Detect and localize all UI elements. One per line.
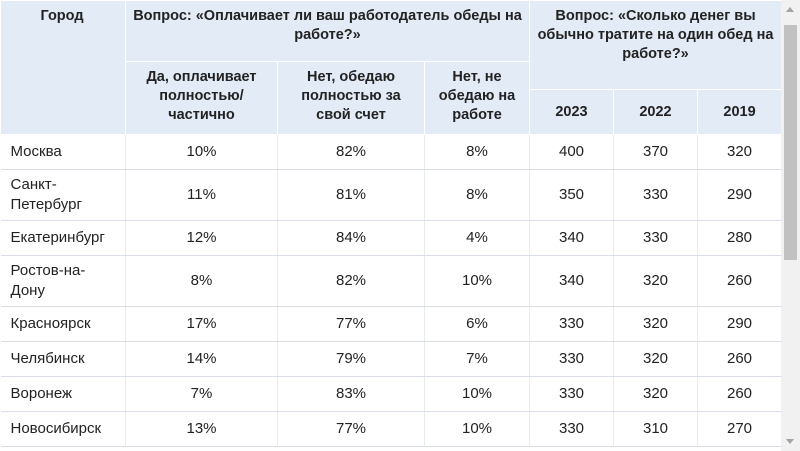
cell-paid-own: 83% <box>277 376 425 412</box>
cell-city: Челябинск <box>0 341 126 377</box>
cell-no-lunch: 10% <box>424 411 530 447</box>
cell-city: Санкт-Петербург <box>0 169 126 221</box>
cell-2019: 260 <box>697 341 781 377</box>
cell-2023: 330 <box>529 306 614 342</box>
cell-2022: 320 <box>613 255 698 307</box>
cell-paid-yes: 13% <box>125 411 278 447</box>
vertical-scrollbar[interactable] <box>781 0 800 451</box>
cell-2023: 340 <box>529 255 614 307</box>
cell-2022: 320 <box>613 306 698 342</box>
cell-2023: 350 <box>529 169 614 221</box>
cell-2019: 320 <box>697 134 781 170</box>
cell-paid-own: 77% <box>277 306 425 342</box>
header-year-2023: 2023 <box>529 89 614 135</box>
cell-city: Красноярск <box>0 306 126 342</box>
cell-2019: 290 <box>697 169 781 221</box>
cell-paid-yes: 17% <box>125 306 278 342</box>
cell-no-lunch: 8% <box>424 169 530 221</box>
survey-table-container[interactable]: Город Вопрос: «Оплачивает ли ваш работод… <box>0 0 781 451</box>
cell-2022: 330 <box>613 220 698 256</box>
header-question-spend: Вопрос: «Сколько денег вы обычно тратите… <box>528 0 781 90</box>
cell-city: Ростов-на-Дону <box>0 255 126 307</box>
cell-paid-own: 81% <box>277 169 425 221</box>
cell-2023: 400 <box>529 134 614 170</box>
table-row: Москва 10% 82% 8% 400 370 320 <box>0 134 781 170</box>
cell-paid-yes: 11% <box>125 169 278 221</box>
table-row: Екатеринбург 12% 84% 4% 340 330 280 <box>0 220 781 256</box>
scroll-down-arrow-icon[interactable] <box>786 439 794 444</box>
cell-no-lunch: 4% <box>424 220 530 256</box>
cell-city: Новосибирск <box>0 411 126 447</box>
cell-paid-yes: 14% <box>125 341 278 377</box>
cell-2019: 290 <box>697 306 781 342</box>
cell-2019: 270 <box>697 411 781 447</box>
cell-2022: 370 <box>613 134 698 170</box>
header-city: Город <box>0 0 126 135</box>
cell-no-lunch: 10% <box>424 255 530 307</box>
cell-paid-yes: 10% <box>125 134 278 170</box>
cell-no-lunch: 10% <box>424 376 530 412</box>
cell-2022: 330 <box>613 169 698 221</box>
header-paid-own: Нет, обедаю полностью за свой счет <box>277 61 425 135</box>
survey-table: Город Вопрос: «Оплачивает ли ваш работод… <box>0 0 781 447</box>
table-row: Воронеж 7% 83% 10% 330 320 260 <box>0 376 781 412</box>
cell-paid-own: 82% <box>277 134 425 170</box>
cell-2023: 330 <box>529 341 614 377</box>
cell-no-lunch: 6% <box>424 306 530 342</box>
header-year-2019: 2019 <box>696 89 781 135</box>
cell-city: Екатеринбург <box>0 220 126 256</box>
cell-2023: 340 <box>529 220 614 256</box>
cell-paid-own: 82% <box>277 255 425 307</box>
table-row: Ростов-на-Дону 8% 82% 10% 340 320 260 <box>0 255 781 307</box>
cell-paid-own: 84% <box>277 220 425 256</box>
header-year-2022: 2022 <box>613 89 698 135</box>
scroll-up-arrow-icon[interactable] <box>786 7 794 12</box>
cell-city: Москва <box>0 134 126 170</box>
cell-2019: 280 <box>697 220 781 256</box>
table-row: Санкт-Петербург 11% 81% 8% 350 330 290 <box>0 169 781 221</box>
cell-paid-own: 77% <box>277 411 425 447</box>
header-paid-yes: Да, оплачивает полностью/ частично <box>125 61 278 135</box>
scrollbar-thumb[interactable] <box>784 25 797 260</box>
cell-2019: 260 <box>697 255 781 307</box>
cell-city: Воронеж <box>0 376 126 412</box>
cell-2022: 320 <box>613 376 698 412</box>
cell-paid-yes: 7% <box>125 376 278 412</box>
cell-no-lunch: 7% <box>424 341 530 377</box>
table-row: Красноярск 17% 77% 6% 330 320 290 <box>0 306 781 342</box>
cell-2023: 330 <box>529 376 614 412</box>
cell-2023: 330 <box>529 411 614 447</box>
header-paid-no-lunch: Нет, не обедаю на работе <box>424 61 530 135</box>
cell-no-lunch: 8% <box>424 134 530 170</box>
cell-paid-yes: 12% <box>125 220 278 256</box>
table-row: Челябинск 14% 79% 7% 330 320 260 <box>0 341 781 377</box>
cell-paid-own: 79% <box>277 341 425 377</box>
cell-2019: 260 <box>697 376 781 412</box>
table-row: Новосибирск 13% 77% 10% 330 310 270 <box>0 411 781 447</box>
header-question-employer: Вопрос: «Оплачивает ли ваш работодатель … <box>125 0 530 62</box>
cell-paid-yes: 8% <box>125 255 278 307</box>
cell-2022: 320 <box>613 341 698 377</box>
cell-2022: 310 <box>613 411 698 447</box>
